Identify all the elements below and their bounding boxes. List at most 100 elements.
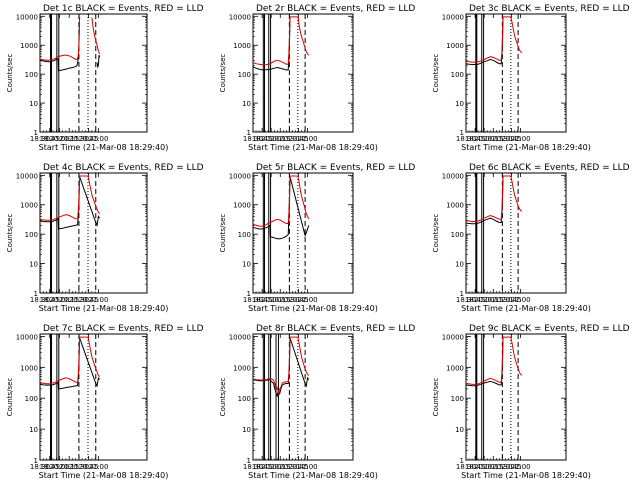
y-tick-label: 1 [247,457,251,465]
series-group [40,16,101,72]
chart-panel-6: Det 6c BLACK = Events, RED = LLD 1 10 100 10… [432,163,630,313]
x-axis-label: Start Time (21-Mar-08 18:29:40) [461,304,591,313]
x-tick-label: 18:30 [30,135,50,143]
y-tick-label: 1 [460,129,464,137]
x-tick-label: 20:45 [501,135,521,143]
y-tick-label: 10000 [16,172,38,180]
y-tick-label: 1 [247,290,251,298]
x-axis-label: Start Time (21-Mar-08 18:29:40) [248,143,378,152]
y-tick-label: 10 [29,261,38,269]
x-tick-label: 20:15 [270,135,290,143]
y-tick-label: 10 [29,426,38,434]
y-tick-label: 1000 [20,202,38,210]
chart-title: Det 8r BLACK = Events, RED = LLD [256,324,415,334]
x-axis-label: Start Time (21-Mar-08 18:29:40) [39,471,169,480]
series-group [253,175,310,240]
x-tick-label: 20:30 [279,135,299,143]
chart-title: Det 5r BLACK = Events, RED = LLD [256,163,415,173]
plot-frame [465,172,567,294]
x-tick-label: 20:30 [492,463,512,471]
x-tick-label: 20:45 [79,296,99,304]
series-line-lld [40,175,101,221]
y-tick-label: 1000 [20,364,38,372]
series-line-lld [253,175,310,227]
y-axis-label: Counts/sec [6,214,14,253]
x-tick-label: 20:45 [288,296,308,304]
y-tick-label: 100 [25,71,38,79]
y-tick-label: 10 [29,100,38,108]
plot-frame [39,333,148,461]
y-tick-label: 1000 [233,202,251,210]
x-tick-label: 20:00 [49,135,69,143]
x-tick-label: 21:00 [510,135,530,143]
y-tick-label: 1000 [446,202,464,210]
series-line-events [40,337,101,390]
y-tick-label: 10 [455,426,464,434]
y-tick-label: 10000 [442,172,464,180]
series-line-lld [466,175,523,222]
plot-frame [252,172,354,294]
y-tick-label: 1000 [446,364,464,372]
x-axis-label: Start Time (21-Mar-08 18:29:40) [248,304,378,313]
y-tick-label: 1000 [233,42,251,50]
series-line-lld [466,336,523,385]
chart-panel-7: Det 7c BLACK = Events, RED = LLD 1 10 100 10… [6,324,204,480]
series-line-events [466,176,504,225]
x-tick-label: 21:00 [88,135,108,143]
x-tick-label: 18:45 [465,463,485,471]
x-tick-label: 20:00 [474,296,494,304]
chart-title: Det 6c BLACK = Events, RED = LLD [469,163,630,173]
x-axis-label: Start Time (21-Mar-08 18:29:40) [39,143,169,152]
x-tick-label: 21:00 [297,296,317,304]
chart-panel-4: Det 4c BLACK = Events, RED = LLD 1 10 100 10… [6,163,204,313]
x-tick-label: 20:00 [261,463,281,471]
y-tick-label: 10 [455,100,464,108]
x-tick-label: 20:45 [501,296,521,304]
y-tick-label: 100 [451,71,464,79]
series-line-lld [40,16,101,61]
x-tick-label: 20:15 [59,135,79,143]
chart-title: Det 1c BLACK = Events, RED = LLD [43,4,204,14]
series-group [466,175,523,225]
x-tick-label: 20:30 [69,135,89,143]
series-group [466,336,523,387]
chart-title: Det 3c BLACK = Events, RED = LLD [469,4,630,14]
x-axis-label: Start Time (21-Mar-08 18:29:40) [461,471,591,480]
y-tick-label: 10000 [229,13,251,21]
x-tick-label: 18:30 [30,296,50,304]
x-tick-label: 20:15 [270,296,290,304]
x-tick-label: 21:00 [88,296,108,304]
x-tick-label: 20:00 [49,463,69,471]
plot-frame [465,333,567,461]
chart-panel-8: Det 8r BLACK = Events, RED = LLD 1 10 100 10… [219,324,415,480]
y-axis-label: Counts/sec [219,214,227,253]
x-tick-label: 21:00 [297,463,317,471]
chart-panel-1: Det 1c BLACK = Events, RED = LLD 1 10 100 10… [6,4,204,152]
y-tick-label: 100 [25,395,38,403]
x-tick-label: 18:45 [252,463,272,471]
y-tick-label: 10000 [16,333,38,341]
x-tick-label: 21:00 [88,463,108,471]
y-tick-label: 10000 [442,333,464,341]
series-line-events [40,176,101,230]
series-group [253,336,310,398]
plot-frame [252,333,354,461]
y-tick-label: 10 [242,261,251,269]
series-line-events [253,176,310,240]
series-line-lld [253,16,310,66]
x-axis-label: Start Time (21-Mar-08 18:29:40) [461,143,591,152]
x-tick-label: 18:30 [456,463,476,471]
plot-frame [39,13,148,133]
x-tick-label: 20:30 [69,463,89,471]
y-axis-label: Counts/sec [432,214,440,253]
y-axis-label: Counts/sec [6,378,14,417]
chart-title: Det 2r BLACK = Events, RED = LLD [256,4,415,14]
y-tick-label: 100 [238,395,251,403]
x-tick-label: 21:00 [510,463,530,471]
y-tick-label: 1 [247,129,251,137]
series-group [466,16,523,65]
x-tick-label: 20:30 [279,463,299,471]
x-tick-label: 20:30 [492,135,512,143]
x-tick-label: 20:30 [492,296,512,304]
